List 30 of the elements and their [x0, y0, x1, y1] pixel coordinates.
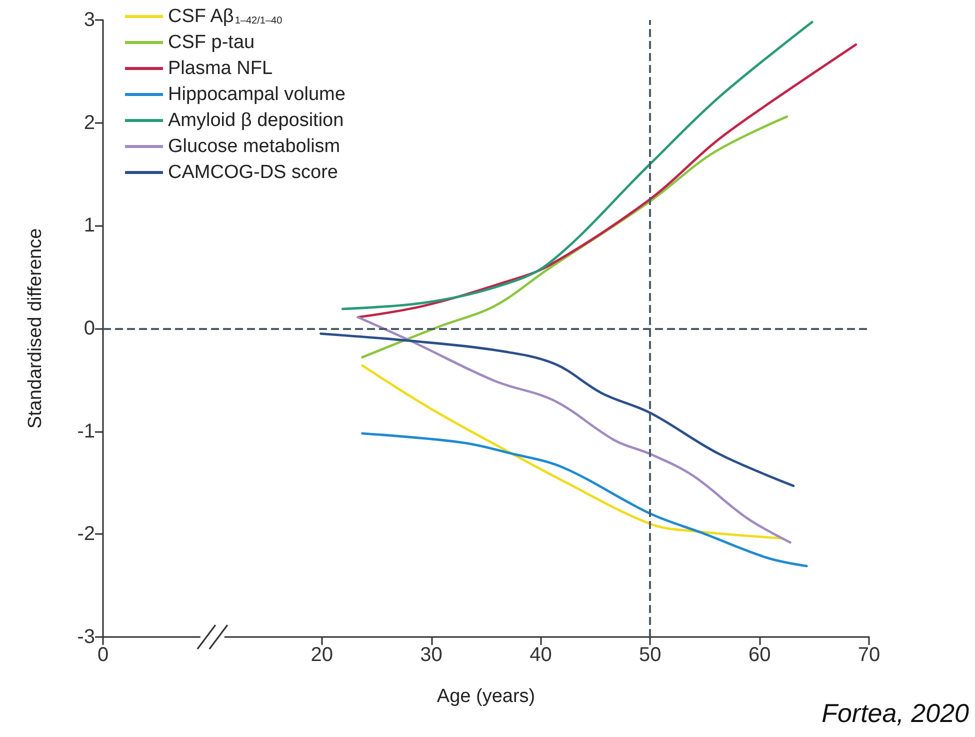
line-series — [361, 432, 808, 568]
x-axis-title: Age (years) — [436, 686, 536, 707]
legend-label: Amyloid β deposition — [168, 110, 344, 131]
x-tick-label: 0 — [97, 644, 109, 666]
x-tick-label: 70 — [858, 644, 880, 666]
line-series — [356, 316, 792, 544]
x-tick-label: 40 — [530, 644, 552, 666]
legend-label: CSF p-tau — [168, 32, 255, 53]
x-tick-label: 60 — [748, 644, 771, 666]
y-tick-label: 1 — [84, 214, 95, 237]
y-tick-label: -2 — [77, 523, 95, 546]
text: Fortea, 2020 — [822, 698, 969, 729]
legend-label: Plasma NFL — [168, 58, 273, 79]
y-tick-label: -3 — [77, 626, 95, 648]
legend-label: CAMCOG-DS score — [168, 162, 338, 183]
legend-label: Hippocampal volume — [168, 84, 346, 105]
x-tick-label: 20 — [310, 644, 333, 666]
y-axis-title: Standardised difference — [25, 228, 46, 429]
y-tick-label: -1 — [77, 420, 95, 442]
x-tick-label: 30 — [420, 644, 442, 666]
legend-label: Glucose metabolism — [168, 136, 340, 157]
line-series — [356, 43, 858, 318]
line-series — [361, 364, 784, 540]
x-tick-label: 50 — [639, 644, 662, 666]
legend-label: CSF Aβ1–42/1–40 — [168, 6, 283, 27]
line-series — [361, 115, 788, 358]
y-tick-label: 3 — [84, 9, 95, 31]
y-tick-label: 0 — [84, 318, 95, 340]
y-tick-label: 2 — [84, 112, 95, 134]
line-series — [320, 332, 795, 488]
